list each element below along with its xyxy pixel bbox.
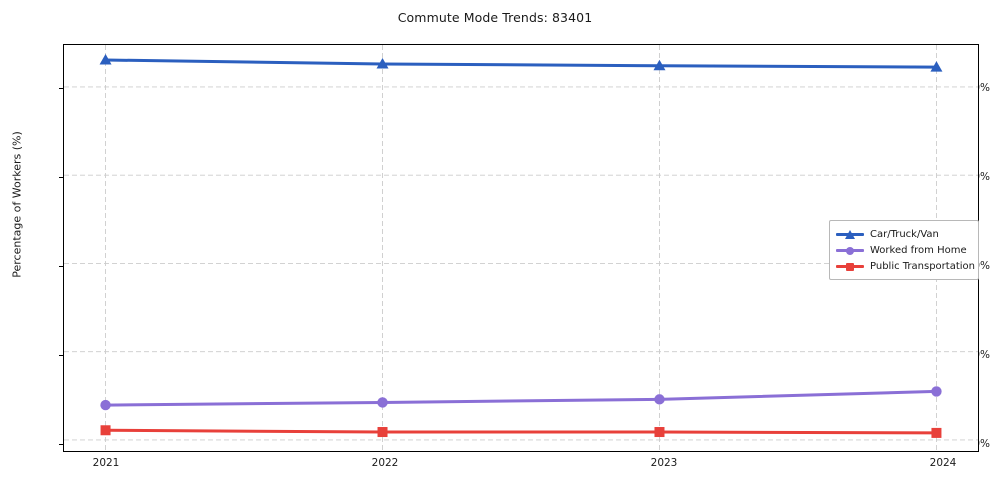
data-point-car-truck-van	[653, 59, 666, 71]
y-tick-mark-20	[59, 355, 63, 356]
series-line-worked-from-home	[104, 389, 938, 407]
y-tick-mark-0	[59, 444, 63, 445]
triangle-marker-icon	[845, 230, 855, 239]
legend-swatch-public-transportation	[836, 259, 864, 273]
y-tick-mark-40	[59, 266, 63, 267]
circle-marker-icon	[846, 246, 854, 255]
chart-title: Commute Mode Trends: 83401	[397, 10, 593, 25]
y-tick-mark-80	[59, 88, 63, 89]
data-point-worked-from-home	[931, 386, 942, 397]
legend-label-worked-from-home: Worked from Home	[870, 244, 967, 256]
y-tick-mark-60	[59, 177, 63, 178]
legend-label-public-transportation: Public Transportation	[870, 260, 975, 272]
legend-swatch-worked-from-home	[836, 243, 864, 257]
data-point-public-transportation	[100, 425, 111, 436]
legend-swatch-car-truck-van	[836, 227, 864, 241]
legend-label-car-truck-van: Car/Truck/Van	[870, 228, 939, 240]
x-tick-label-2023: 2023	[650, 457, 678, 469]
square-marker-icon	[846, 262, 854, 271]
chart-legend[interactable]: Car/Truck/Van Worked from Home Public Tr…	[829, 220, 979, 280]
series-line-car-truck-van	[104, 58, 938, 69]
legend-item-car-truck-van[interactable]: Car/Truck/Van	[836, 226, 972, 242]
legend-item-public-transportation[interactable]: Public Transportation	[836, 258, 975, 274]
data-point-car-truck-van	[376, 57, 389, 69]
data-point-public-transportation	[377, 427, 388, 438]
data-point-car-truck-van	[930, 61, 943, 72]
legend-item-worked-from-home[interactable]: Worked from Home	[836, 242, 972, 258]
data-point-car-truck-van	[99, 54, 112, 65]
data-point-worked-from-home	[100, 399, 111, 411]
data-point-worked-from-home	[377, 397, 388, 408]
x-tick-label-2024: 2024	[929, 457, 957, 469]
data-point-public-transportation	[654, 427, 665, 438]
data-point-public-transportation	[931, 427, 942, 438]
x-tick-label-2022: 2022	[371, 457, 399, 469]
series-line-public-transportation	[104, 428, 938, 435]
x-tick-label-2021: 2021	[92, 457, 120, 469]
data-point-worked-from-home	[654, 394, 665, 405]
y-axis-label: Percentage of Workers (%)	[10, 131, 24, 278]
